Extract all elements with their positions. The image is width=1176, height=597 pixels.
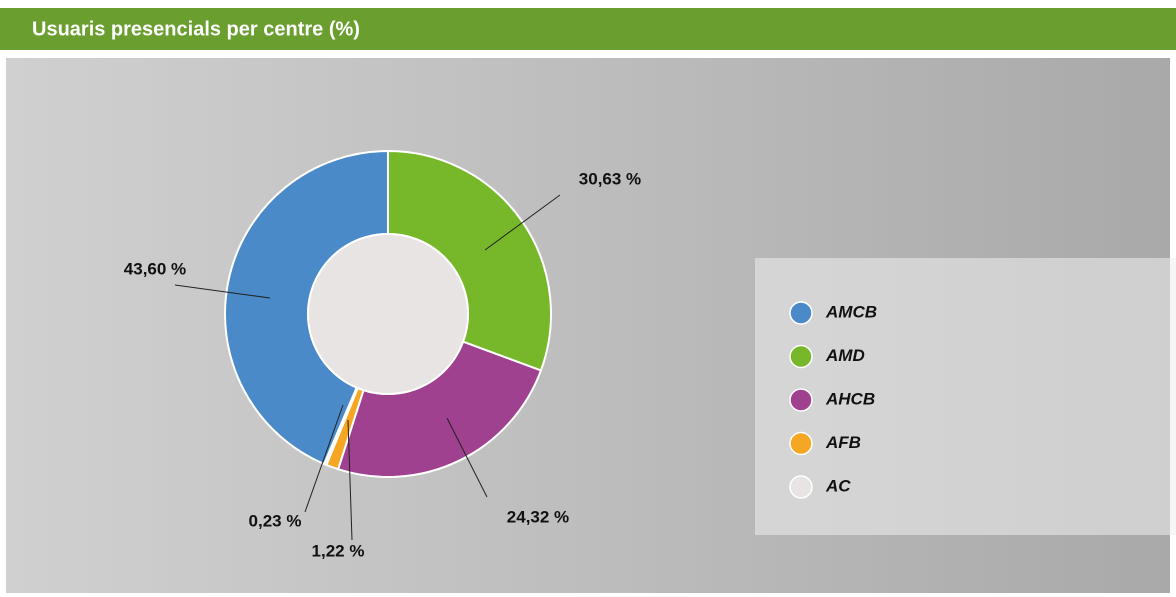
- header-bar: [0, 8, 1176, 50]
- legend-label: AFB: [825, 433, 861, 452]
- data-label: 1,22 %: [312, 541, 365, 560]
- leader-line: [174, 284, 271, 299]
- legend-label: AMD: [825, 346, 865, 365]
- leader-line: [446, 417, 488, 498]
- leader-line: [347, 419, 353, 541]
- legend-box: [755, 258, 1176, 535]
- legend-label: AHCB: [825, 389, 875, 408]
- legend-swatch: [789, 344, 813, 369]
- legend-swatch: [789, 388, 813, 412]
- donut-hole: [307, 233, 469, 395]
- leader-line: [304, 404, 344, 513]
- data-label: 0,23 %: [249, 511, 302, 530]
- chart-title: Usuaris presencials per centre (%): [32, 18, 360, 40]
- legend-swatch: [789, 431, 813, 456]
- legend-label: AMCB: [825, 302, 877, 321]
- legend-swatch: [789, 475, 813, 499]
- legend-label: AC: [825, 476, 851, 495]
- data-label: 30,63 %: [579, 169, 641, 188]
- data-label: 24,32 %: [507, 507, 569, 526]
- data-label: 43,60 %: [124, 259, 186, 278]
- leader-line: [484, 194, 561, 251]
- legend-swatch: [789, 301, 813, 325]
